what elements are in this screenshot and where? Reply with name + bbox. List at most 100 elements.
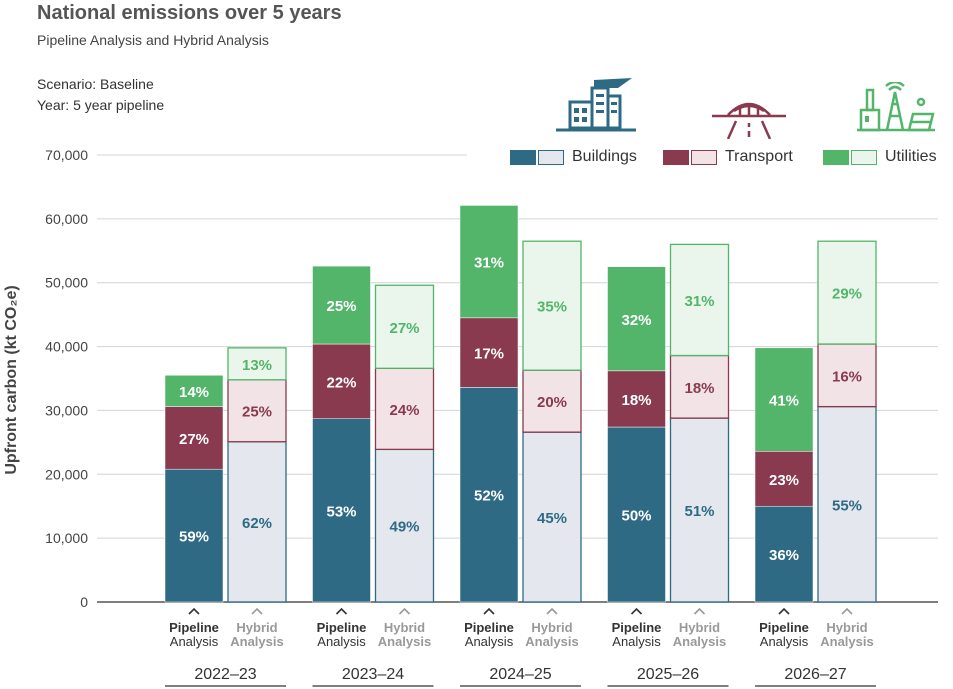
bar-segment-transport-hybrid	[817, 343, 877, 408]
data-label-utilities-pipeline: 32%	[621, 312, 651, 329]
analysis-label-hybrid: Hybrid	[384, 620, 425, 635]
bar-segment-utilities-hybrid	[817, 240, 877, 345]
legend-item-transport: Transport	[663, 146, 793, 168]
analysis-label-hybrid-line2: Analysis	[378, 634, 431, 649]
legend-label-transport: Transport	[725, 148, 793, 165]
bar-segment-transport-pipeline	[459, 317, 519, 388]
data-label-utilities-hybrid: 13%	[242, 357, 272, 374]
bar-segment-utilities-pipeline	[312, 265, 371, 345]
bar-segment-utilities-pipeline	[459, 205, 519, 319]
bar-segment-buildings-pipeline	[312, 418, 371, 603]
data-label-transport-hybrid: 25%	[242, 404, 272, 421]
bar-segment-utilities-hybrid	[669, 243, 730, 357]
caret-up-icon	[251, 607, 263, 615]
analysis-label-hybrid: Hybrid	[826, 620, 867, 635]
bar-segment-transport-pipeline	[312, 343, 371, 419]
chart-subtitle: Pipeline Analysis and Hybrid Analysis	[37, 32, 269, 48]
y-tick-label: 70,000	[45, 147, 88, 163]
bar-segment-buildings-pipeline	[754, 505, 814, 603]
data-label-buildings-hybrid: 51%	[684, 503, 714, 520]
data-label-buildings-pipeline: 36%	[769, 547, 799, 564]
data-label-utilities-hybrid: 35%	[537, 299, 567, 316]
caret-up-icon	[398, 607, 411, 615]
data-label-utilities-pipeline: 14%	[179, 384, 209, 401]
data-label-transport-hybrid: 20%	[537, 394, 567, 411]
city-buildings-icon	[556, 78, 636, 132]
data-label-transport-pipeline: 22%	[326, 374, 356, 391]
caret-up-icon	[546, 607, 558, 615]
bar-segment-buildings-pipeline	[607, 426, 666, 603]
legend-item-utilities: Utilities	[823, 146, 937, 168]
data-label-utilities-hybrid: 27%	[389, 320, 419, 337]
y-tick-label: 40,000	[45, 339, 88, 355]
bar-segment-utilities-hybrid	[374, 284, 435, 369]
data-label-transport-pipeline: 18%	[621, 392, 651, 409]
year-label: 2022–23	[194, 666, 256, 683]
caret-up-icon	[778, 607, 790, 615]
analysis-label-hybrid: Hybrid	[531, 620, 572, 635]
y-tick-label: 60,000	[45, 211, 88, 227]
bar-segment-buildings-pipeline	[459, 387, 519, 603]
caret-up-icon	[630, 607, 643, 615]
bar-segment-transport-pipeline	[607, 370, 666, 428]
data-label-buildings-pipeline: 52%	[474, 488, 504, 505]
analysis-label-pipeline-line2: Analysis	[465, 634, 514, 649]
analysis-label-pipeline: Pipeline	[317, 620, 367, 635]
y-tick-label: 0	[80, 594, 88, 610]
chart-title: National emissions over 5 years	[37, 2, 342, 24]
data-label-buildings-pipeline: 59%	[179, 529, 209, 546]
data-label-buildings-hybrid: 62%	[242, 515, 272, 532]
caret-up-icon	[483, 607, 495, 615]
data-label-buildings-pipeline: 53%	[326, 503, 356, 520]
data-label-utilities-pipeline: 41%	[769, 393, 799, 410]
bar-segment-buildings-hybrid	[227, 441, 287, 603]
bar-segment-buildings-hybrid	[522, 431, 582, 603]
legend-swatch-utilities-pipeline	[823, 149, 849, 165]
caret-up-icon	[693, 607, 706, 615]
analysis-label-pipeline: Pipeline	[612, 620, 662, 635]
bar-segment-utilities-pipeline	[164, 375, 224, 407]
bar-segment-transport-hybrid	[522, 369, 582, 433]
analysis-label-hybrid: Hybrid	[679, 620, 720, 635]
legend-swatch-buildings-hybrid	[538, 149, 564, 165]
analysis-label-pipeline-line2: Analysis	[317, 634, 366, 649]
y-axis-label: Upfront carbon (kt CO₂e)	[3, 285, 20, 474]
analysis-label-pipeline: Pipeline	[169, 620, 219, 635]
analysis-label-pipeline-line2: Analysis	[170, 634, 219, 649]
data-label-buildings-hybrid: 49%	[389, 519, 419, 536]
data-label-buildings-pipeline: 50%	[621, 508, 651, 525]
data-label-buildings-hybrid: 55%	[832, 497, 862, 514]
legend-swatch-utilities-hybrid	[851, 149, 877, 165]
data-label-transport-pipeline: 27%	[179, 431, 209, 448]
caret-up-icon	[335, 607, 348, 615]
data-label-transport-hybrid: 16%	[832, 368, 862, 385]
analysis-label-hybrid-line2: Analysis	[820, 634, 873, 649]
bar-segment-transport-pipeline	[754, 451, 814, 507]
legend-swatch-transport-pipeline	[663, 149, 689, 165]
y-tick-label: 50,000	[45, 275, 88, 291]
analysis-label-pipeline: Pipeline	[759, 620, 809, 635]
analysis-label-pipeline: Pipeline	[464, 620, 514, 635]
bar-segment-buildings-pipeline	[164, 468, 224, 603]
scenario-label: Scenario: Baseline	[37, 76, 154, 92]
data-label-utilities-pipeline: 31%	[474, 255, 504, 272]
data-label-transport-hybrid: 24%	[389, 402, 419, 419]
bar-segment-utilities-pipeline	[754, 347, 814, 452]
bar-segment-utilities-pipeline	[607, 266, 666, 372]
analysis-label-pipeline-line2: Analysis	[760, 634, 809, 649]
legend-swatch-buildings-pipeline	[510, 149, 536, 165]
data-label-transport-hybrid: 18%	[684, 380, 714, 397]
bridge-road-icon	[712, 102, 786, 139]
analysis-label-hybrid-line2: Analysis	[230, 634, 283, 649]
caret-up-icon	[841, 607, 853, 615]
bar-segment-transport-hybrid	[669, 354, 730, 419]
data-label-utilities-hybrid: 29%	[832, 286, 862, 303]
analysis-label-pipeline-line2: Analysis	[612, 634, 661, 649]
bar-segment-transport-pipeline	[164, 406, 224, 470]
data-label-buildings-hybrid: 45%	[537, 510, 567, 527]
legend-item-buildings: Buildings	[510, 146, 637, 168]
legend-label-utilities: Utilities	[885, 148, 937, 165]
bar-segment-transport-hybrid	[227, 379, 287, 443]
analysis-label-hybrid: Hybrid	[236, 620, 277, 635]
